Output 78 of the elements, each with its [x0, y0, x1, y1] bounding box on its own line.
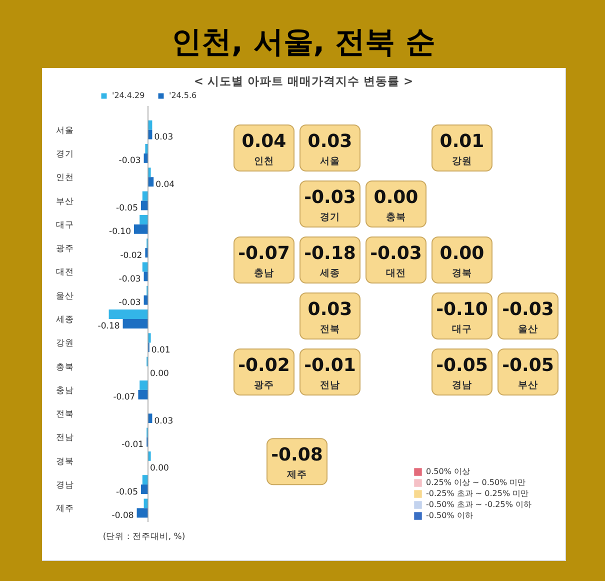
data-label: -0.05	[116, 487, 138, 498]
category-label: 대전	[386, 268, 406, 279]
y-tick-label: 경북	[56, 456, 74, 467]
category-label: 대구	[452, 324, 472, 335]
text: 인천, 서울, 전북 순	[171, 25, 436, 60]
data-label: 0.04	[156, 180, 175, 190]
y-tick-label: 충북	[56, 362, 74, 372]
data-label: -0.02	[120, 250, 142, 261]
data-label: -0.10	[436, 299, 488, 320]
y-tick-label: 경남	[56, 480, 74, 491]
y-tick-label: 충남	[56, 386, 74, 396]
data-label: -0.03	[370, 243, 422, 264]
y-tick-label: 전남	[56, 433, 74, 444]
category-label: 경기	[320, 212, 340, 223]
legend-label: -0.50% 초과 ~ -0.25% 이하	[426, 500, 532, 509]
data-label: 0.03	[308, 131, 352, 152]
data-label: -0.03	[502, 299, 554, 320]
legend-label: 0.25% 이상 ~ 0.50% 미만	[426, 478, 526, 487]
y-tick-label: 울산	[56, 291, 74, 302]
category-label: 부산	[518, 380, 538, 391]
y-tick-label: 제주	[56, 504, 74, 514]
category-label: 강원	[452, 156, 472, 167]
legend-label: -0.50% 이하	[426, 511, 473, 520]
data-label: 0.00	[440, 243, 484, 264]
category-label: 충북	[386, 212, 406, 223]
category-label: 전북	[320, 324, 340, 335]
data-label: -0.01	[304, 355, 356, 376]
data-label: 0.03	[308, 299, 352, 320]
data-label: -0.07	[238, 243, 290, 264]
data-label: -0.02	[238, 355, 290, 376]
legend-label: -0.25% 초과 ~ 0.25% 미만	[426, 489, 529, 498]
category-label: 울산	[518, 324, 538, 335]
data-label: 0.01	[440, 131, 484, 152]
y-tick-label: 전북	[56, 410, 74, 420]
data-label: -0.03	[304, 187, 356, 208]
data-label: 0.00	[150, 464, 169, 474]
category-label: 경북	[452, 268, 472, 279]
category-label: 세종	[319, 268, 340, 279]
category-label: 충남	[254, 268, 274, 279]
y-tick-label: 세종	[56, 315, 74, 325]
y-tick-label: 광주	[56, 244, 74, 254]
legend-label: '24.4.29	[112, 91, 145, 100]
data-label: -0.05	[502, 355, 554, 376]
legend-label: '24.5.6	[169, 91, 197, 100]
y-tick-label: 서울	[56, 126, 74, 136]
data-label: 0.00	[150, 369, 169, 380]
data-label: -0.05	[436, 355, 488, 376]
data-label: -0.08	[112, 510, 134, 521]
category-label: 경남	[452, 380, 472, 391]
data-label: -0.01	[122, 440, 144, 450]
data-label: -0.05	[116, 203, 138, 214]
data-label: -0.07	[113, 392, 136, 403]
y-tick-label: 경기	[56, 149, 74, 160]
data-label: 0.04	[242, 131, 286, 152]
y-tick-label: 강원	[56, 338, 74, 349]
data-label: 0.03	[154, 132, 174, 143]
y-tick-label: 대전	[56, 268, 74, 278]
data-label: -0.18	[98, 322, 120, 332]
y-tick-label: 인천	[56, 173, 74, 184]
category-label: 전남	[320, 380, 340, 391]
category-label: 광주	[254, 380, 274, 391]
y-tick-label: 부산	[56, 196, 74, 207]
category-label: 인천	[254, 156, 274, 167]
category-label: 서울	[320, 156, 340, 167]
data-label: -0.08	[271, 444, 323, 466]
data-label: 0.03	[154, 416, 174, 426]
text: < 시도별 아파트 매매가격지수 변동률 >	[194, 74, 414, 88]
data-label: -0.10	[109, 227, 131, 238]
legend-label: 0.50% 이상	[426, 467, 470, 476]
data-label: -0.03	[118, 298, 141, 308]
data-label: 0.00	[374, 187, 418, 208]
category-label: 제주	[286, 470, 307, 481]
text: (단위 : 전주대비, %)	[102, 532, 186, 542]
data-label: -0.03	[118, 156, 141, 166]
y-tick-label: 대구	[56, 220, 74, 230]
data-label: -0.03	[118, 274, 141, 284]
data-label: -0.18	[304, 243, 356, 264]
data-label: 0.01	[151, 345, 170, 356]
